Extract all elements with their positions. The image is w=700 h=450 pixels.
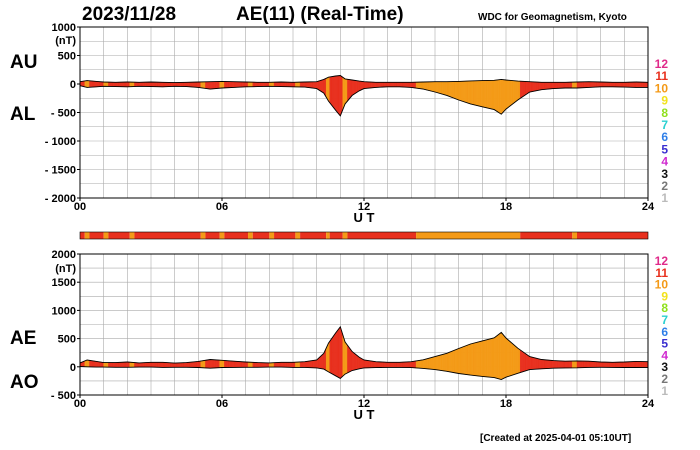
series-line-al bbox=[79, 85, 648, 117]
ae-ao-ytick-label: 1500 bbox=[52, 277, 76, 289]
au-al-ytick-label: - 2000 bbox=[45, 193, 76, 205]
au-al-level-11: 11 bbox=[655, 69, 668, 83]
au-al-xtick-label: 06 bbox=[216, 201, 228, 213]
au-al-ytick-label: - 1500 bbox=[45, 165, 76, 177]
activity-segment bbox=[134, 232, 201, 239]
ae-label: AE bbox=[10, 328, 37, 349]
chart-title: AE(11) (Real-Time) bbox=[236, 4, 404, 25]
ae-ao-ytick-label: 500 bbox=[58, 334, 76, 346]
au-al-ytick-label: 0 bbox=[70, 79, 76, 91]
au-al-xaxis-label: U T bbox=[354, 210, 375, 225]
activity-segment bbox=[205, 232, 220, 239]
activity-segment bbox=[520, 232, 573, 239]
activity-segment bbox=[200, 232, 206, 239]
al-label: AL bbox=[10, 104, 36, 125]
activity-segment bbox=[84, 232, 90, 239]
activity-segment bbox=[329, 232, 343, 239]
au-al-level-4: 4 bbox=[661, 155, 668, 169]
activity-segment bbox=[80, 232, 85, 239]
activity-segment bbox=[577, 232, 648, 239]
ae-ao-level-10: 10 bbox=[655, 278, 669, 292]
ae-ao-level-2: 2 bbox=[661, 372, 668, 386]
activity-segment bbox=[295, 232, 301, 239]
au-al-unit-label: (nT) bbox=[55, 35, 76, 47]
ae-ao-ytick-label: 2000 bbox=[52, 249, 76, 261]
au-al-xtick-label: 00 bbox=[74, 201, 86, 213]
au-al-level-1: 1 bbox=[661, 191, 668, 205]
activity-segment bbox=[416, 232, 521, 239]
series-line-ae bbox=[79, 325, 649, 364]
ae-ao-unit-label: (nT) bbox=[55, 263, 76, 275]
activity-segment bbox=[300, 232, 327, 239]
au-al-level-2: 2 bbox=[661, 179, 668, 193]
activity-segment bbox=[103, 232, 109, 239]
activity-segment bbox=[274, 232, 296, 239]
au-al-xtick-label: 24 bbox=[642, 201, 655, 213]
au-al-level-9: 9 bbox=[661, 94, 668, 108]
au-al-level-12: 12 bbox=[655, 57, 669, 71]
au-al-level-5: 5 bbox=[661, 142, 668, 156]
ae-ao-xtick-label: 06 bbox=[216, 398, 228, 410]
ae-ao-ytick-label: 1000 bbox=[52, 305, 76, 317]
activity-segment bbox=[326, 232, 330, 239]
activity-segment bbox=[224, 232, 249, 239]
ae-ao-level-8: 8 bbox=[661, 301, 668, 315]
activity-segment bbox=[347, 232, 417, 239]
ae-ao-xtick-label: 12 bbox=[358, 398, 370, 410]
ae-ao-level-4: 4 bbox=[661, 348, 668, 362]
created-timestamp: [Created at 2025-04-01 05:10UT] bbox=[480, 433, 632, 444]
au-al-ytick-label: 1000 bbox=[52, 22, 76, 34]
ae-ao-level-11: 11 bbox=[655, 266, 668, 280]
activity-segment bbox=[252, 232, 270, 239]
ae-ao-level-3: 3 bbox=[661, 360, 668, 374]
ae-ao-level-1: 1 bbox=[661, 384, 668, 398]
activity-segment bbox=[108, 232, 130, 239]
ae-ao-xtick-label: 18 bbox=[500, 398, 512, 410]
activity-segment bbox=[572, 232, 577, 239]
date-label: 2023/11/28 bbox=[82, 4, 177, 25]
au-al-xtick-label: 12 bbox=[358, 201, 370, 213]
series-line-ao bbox=[79, 366, 649, 380]
activity-segment bbox=[248, 232, 253, 239]
au-label: AU bbox=[10, 52, 38, 73]
ae-ao-xaxis-label: U T bbox=[354, 407, 375, 422]
au-al-level-3: 3 bbox=[661, 167, 668, 181]
series-line-au bbox=[79, 75, 649, 84]
activity-segment bbox=[342, 232, 348, 239]
ae-ao-ytick-label: 0 bbox=[70, 362, 76, 374]
activity-bar-frame bbox=[79, 231, 649, 240]
activity-segment bbox=[129, 232, 135, 239]
activity-segment bbox=[219, 232, 225, 239]
au-al-ytick-label: - 1000 bbox=[45, 136, 76, 148]
au-al-level-8: 8 bbox=[661, 106, 668, 120]
credit-label: WDC for Geomagnetism, Kyoto bbox=[478, 12, 627, 23]
au-al-level-10: 10 bbox=[655, 81, 669, 95]
ao-label: AO bbox=[10, 372, 39, 393]
ae-ao-level-12: 12 bbox=[655, 254, 669, 268]
ae-ao-xtick-label: 00 bbox=[74, 398, 86, 410]
au-al-ytick-label: - 500 bbox=[51, 108, 76, 120]
ae-ao-level-5: 5 bbox=[661, 337, 668, 351]
activity-segment bbox=[269, 232, 275, 239]
ae-ao-ytick-label: - 500 bbox=[51, 390, 76, 402]
ae-ao-level-9: 9 bbox=[661, 289, 668, 303]
au-al-xtick-label: 18 bbox=[500, 201, 512, 213]
ae-ao-xtick-label: 24 bbox=[642, 398, 655, 410]
ae-ao-level-6: 6 bbox=[661, 325, 668, 339]
ae-ao-level-7: 7 bbox=[661, 313, 668, 327]
au-al-ytick-label: 500 bbox=[58, 51, 76, 63]
au-al-level-7: 7 bbox=[661, 118, 668, 132]
activity-segment bbox=[89, 232, 104, 239]
au-al-level-6: 6 bbox=[661, 130, 668, 144]
